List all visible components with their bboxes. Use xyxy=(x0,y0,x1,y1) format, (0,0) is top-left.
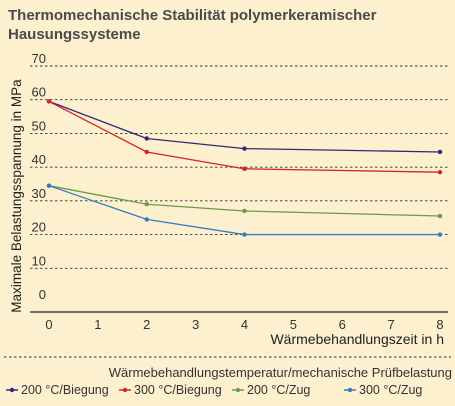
legend-swatch-marker xyxy=(9,387,15,393)
data-point xyxy=(46,183,52,188)
x-tick-label: 4 xyxy=(241,317,248,332)
legend-entry-label: 300 °C/Zug xyxy=(359,383,422,397)
data-point xyxy=(437,170,443,175)
legend-entry-label: 200 °C/Biegung xyxy=(21,383,109,397)
y-tick-label: 20 xyxy=(32,220,46,235)
x-tick-label: 7 xyxy=(388,317,395,332)
data-point xyxy=(144,202,149,207)
legend-swatch-marker xyxy=(122,387,128,393)
y-tick-label: 10 xyxy=(32,253,46,268)
legend-swatch-marker xyxy=(347,387,353,393)
data-point xyxy=(437,232,443,237)
y-tick-label: 30 xyxy=(32,186,46,201)
chart-title: Thermomechanische Stabilität polymerkera… xyxy=(8,7,377,43)
series-layer xyxy=(46,99,443,237)
data-point xyxy=(242,166,247,172)
x-tick-label: 8 xyxy=(436,317,443,332)
x-tick-label: 6 xyxy=(339,317,346,332)
y-tick-label: 60 xyxy=(32,85,46,100)
data-point xyxy=(242,146,247,151)
data-point xyxy=(144,149,149,155)
series-line-1 xyxy=(48,100,441,153)
series-line-4 xyxy=(48,185,440,236)
x-tick-label: 3 xyxy=(192,317,199,332)
legend-entry-label: 300 °C/Biegung xyxy=(134,383,222,397)
series-line-3 xyxy=(48,185,441,217)
y-tick-label: 0 xyxy=(39,287,46,302)
y-axis-label: Maximale Belastungsspannung in MPa xyxy=(9,79,24,313)
data-point xyxy=(46,99,52,104)
data-point xyxy=(144,136,149,141)
x-tick-label: 0 xyxy=(45,317,52,332)
legend-swatch-marker xyxy=(235,387,241,393)
legend-entry-label: 200 °C/Zug xyxy=(247,383,310,397)
data-point xyxy=(242,208,247,214)
x-tick-label: 1 xyxy=(94,317,101,332)
legend: Wärmebehandlungstemperatur/mechanische P… xyxy=(4,356,452,397)
x-tick-label: 5 xyxy=(290,317,297,332)
data-point xyxy=(242,232,247,237)
y-tick-label: 40 xyxy=(32,152,46,167)
grid-layer xyxy=(30,65,448,269)
x-axis-label: Wärmebehandlungszeit in h xyxy=(270,331,444,347)
x-tick-label: 2 xyxy=(143,317,150,332)
data-point xyxy=(437,213,443,219)
axis-layer: 0 10 20 30 40 50 60 70 0 1 2 3 4 5 6 7 8Wärmebehandlungs… xyxy=(9,51,448,347)
legend-title: Wärmebehandlungstemperatur/mechanische P… xyxy=(109,365,452,380)
data-point xyxy=(437,149,443,155)
data-point xyxy=(144,217,149,222)
y-tick-label: 50 xyxy=(32,118,46,133)
series-line-2 xyxy=(48,100,441,173)
y-tick-label: 70 xyxy=(32,51,46,66)
